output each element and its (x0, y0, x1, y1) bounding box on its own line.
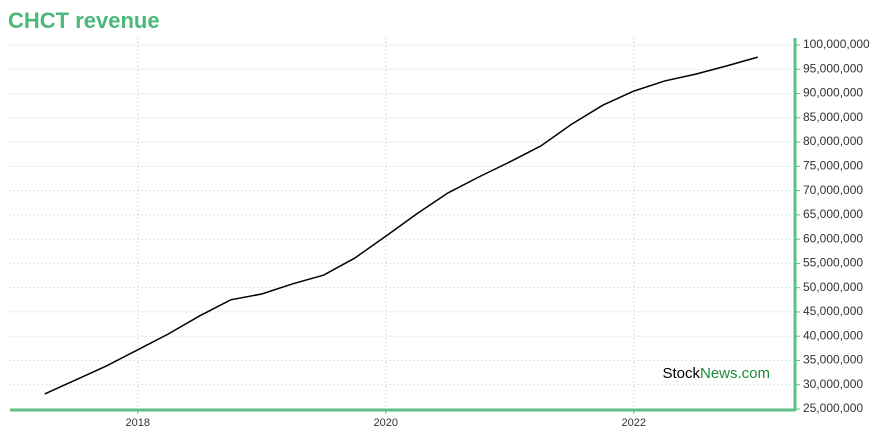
y-tick-label: 90,000,000 (803, 86, 863, 100)
watermark: StockNews.com (662, 365, 770, 382)
chart-title: CHCT revenue (8, 8, 160, 33)
y-tick-label: 50,000,000 (803, 280, 863, 294)
y-tick-label: 70,000,000 (803, 183, 863, 197)
watermark-part: News.com (700, 365, 770, 382)
y-tick-label: 25,000,000 (803, 401, 863, 415)
y-tick-label: 95,000,000 (803, 61, 863, 75)
x-tick-label: 2018 (125, 417, 149, 429)
y-tick-label: 65,000,000 (803, 207, 863, 221)
y-tick-label: 35,000,000 (803, 353, 863, 367)
watermark-part: Stock (662, 365, 700, 382)
y-tick-label: 80,000,000 (803, 134, 863, 148)
y-tick-label: 75,000,000 (803, 159, 863, 173)
y-tick-label: 100,000,000 (803, 37, 870, 51)
y-tick-label: 60,000,000 (803, 231, 863, 245)
y-tick-label: 30,000,000 (803, 377, 863, 391)
y-tick-label: 40,000,000 (803, 328, 863, 342)
line (44, 56, 758, 395)
x-tick-label: 2020 (374, 417, 398, 429)
y-tick-label: 45,000,000 (803, 304, 863, 318)
y-tick-label: 55,000,000 (803, 256, 863, 270)
x-tick-label: 2022 (622, 417, 646, 429)
y-tick-label: 85,000,000 (803, 110, 863, 124)
